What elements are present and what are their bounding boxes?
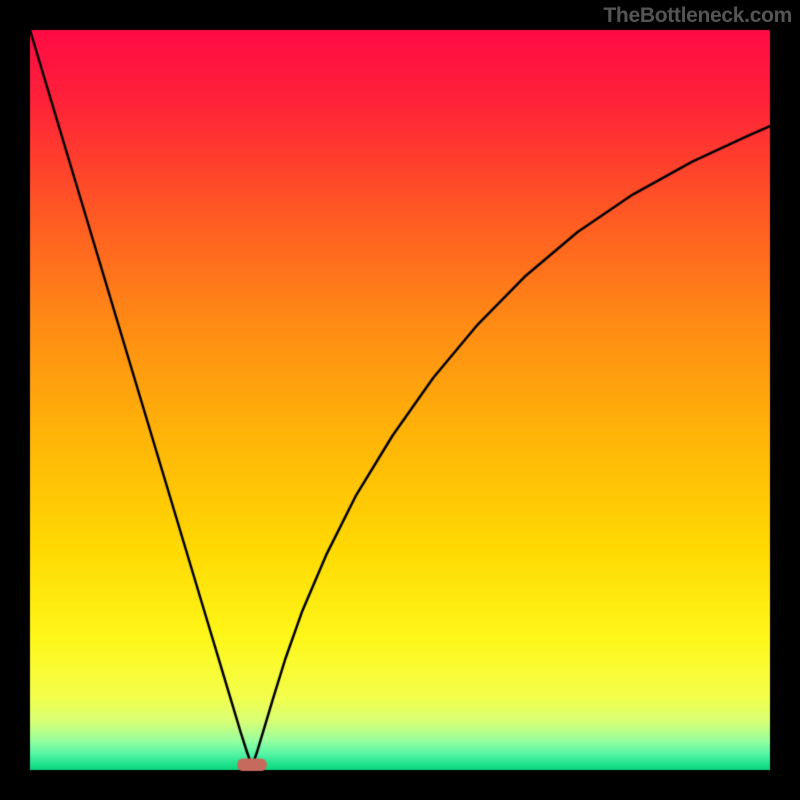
watermark-text: TheBottleneck.com [603, 4, 792, 28]
chart-container: TheBottleneck.com [0, 0, 800, 800]
bottleneck-chart-canvas [0, 0, 800, 800]
